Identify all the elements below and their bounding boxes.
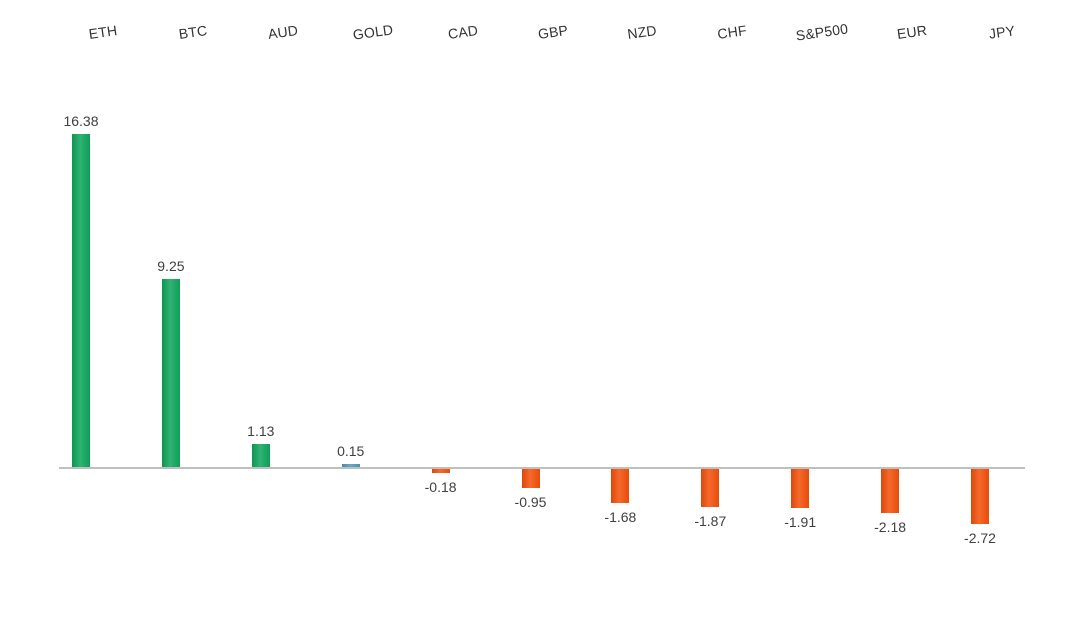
category-label-gbp: GBP <box>536 21 569 43</box>
category-label-cad: CAD <box>446 21 479 43</box>
value-label-sp500: -1.91 <box>784 514 817 530</box>
bar-jpy <box>971 469 989 524</box>
bar-gold <box>341 464 360 467</box>
category-label-chf: CHF <box>716 22 748 42</box>
category-label-btc: BTC <box>177 22 209 42</box>
bar-gbp <box>521 469 540 488</box>
value-label-gold: 0.15 <box>337 443 365 459</box>
value-label-eth: 16.38 <box>63 113 99 129</box>
category-label-eur: EUR <box>896 21 929 43</box>
bar-cad <box>431 469 450 473</box>
value-label-chf: -1.87 <box>694 513 727 529</box>
bar-eth <box>72 134 90 467</box>
bar-aud <box>251 444 270 467</box>
value-label-btc: 9.25 <box>157 258 185 274</box>
value-label-aud: 1.13 <box>247 423 275 439</box>
bar-btc <box>161 279 180 467</box>
value-label-cad: -0.18 <box>424 479 457 495</box>
bar-chf <box>701 469 720 507</box>
category-label-gold: GOLD <box>351 21 394 43</box>
category-label-eth: ETH <box>87 22 119 42</box>
bar-eur <box>881 469 900 513</box>
value-label-gbp: -0.95 <box>514 494 547 510</box>
category-label-jpy: JPY <box>987 22 1017 42</box>
category-label-nzd: NZD <box>626 22 659 42</box>
value-label-eur: -2.18 <box>874 519 907 535</box>
bar-sp500 <box>791 469 810 508</box>
category-label-sp500: S&P500 <box>795 20 850 44</box>
value-label-nzd: -1.68 <box>604 509 637 525</box>
bar-nzd <box>611 469 630 503</box>
category-label-aud: AUD <box>266 21 299 43</box>
value-label-jpy: -2.72 <box>964 530 996 546</box>
x-axis-line <box>59 467 1025 469</box>
